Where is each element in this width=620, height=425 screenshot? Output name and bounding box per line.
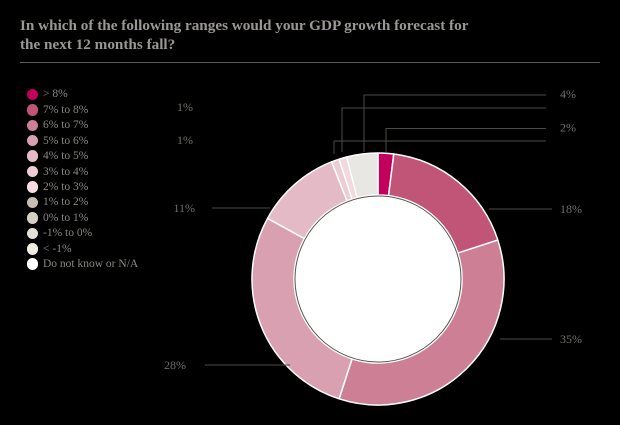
svg-text:4%: 4% xyxy=(560,87,576,101)
svg-text:35%: 35% xyxy=(560,332,582,346)
svg-text:11%: 11% xyxy=(173,201,195,215)
svg-text:18%: 18% xyxy=(560,202,582,216)
svg-text:1%: 1% xyxy=(177,100,193,114)
svg-text:28%: 28% xyxy=(164,358,186,372)
svg-text:2%: 2% xyxy=(560,121,576,135)
svg-text:1%: 1% xyxy=(177,133,193,147)
